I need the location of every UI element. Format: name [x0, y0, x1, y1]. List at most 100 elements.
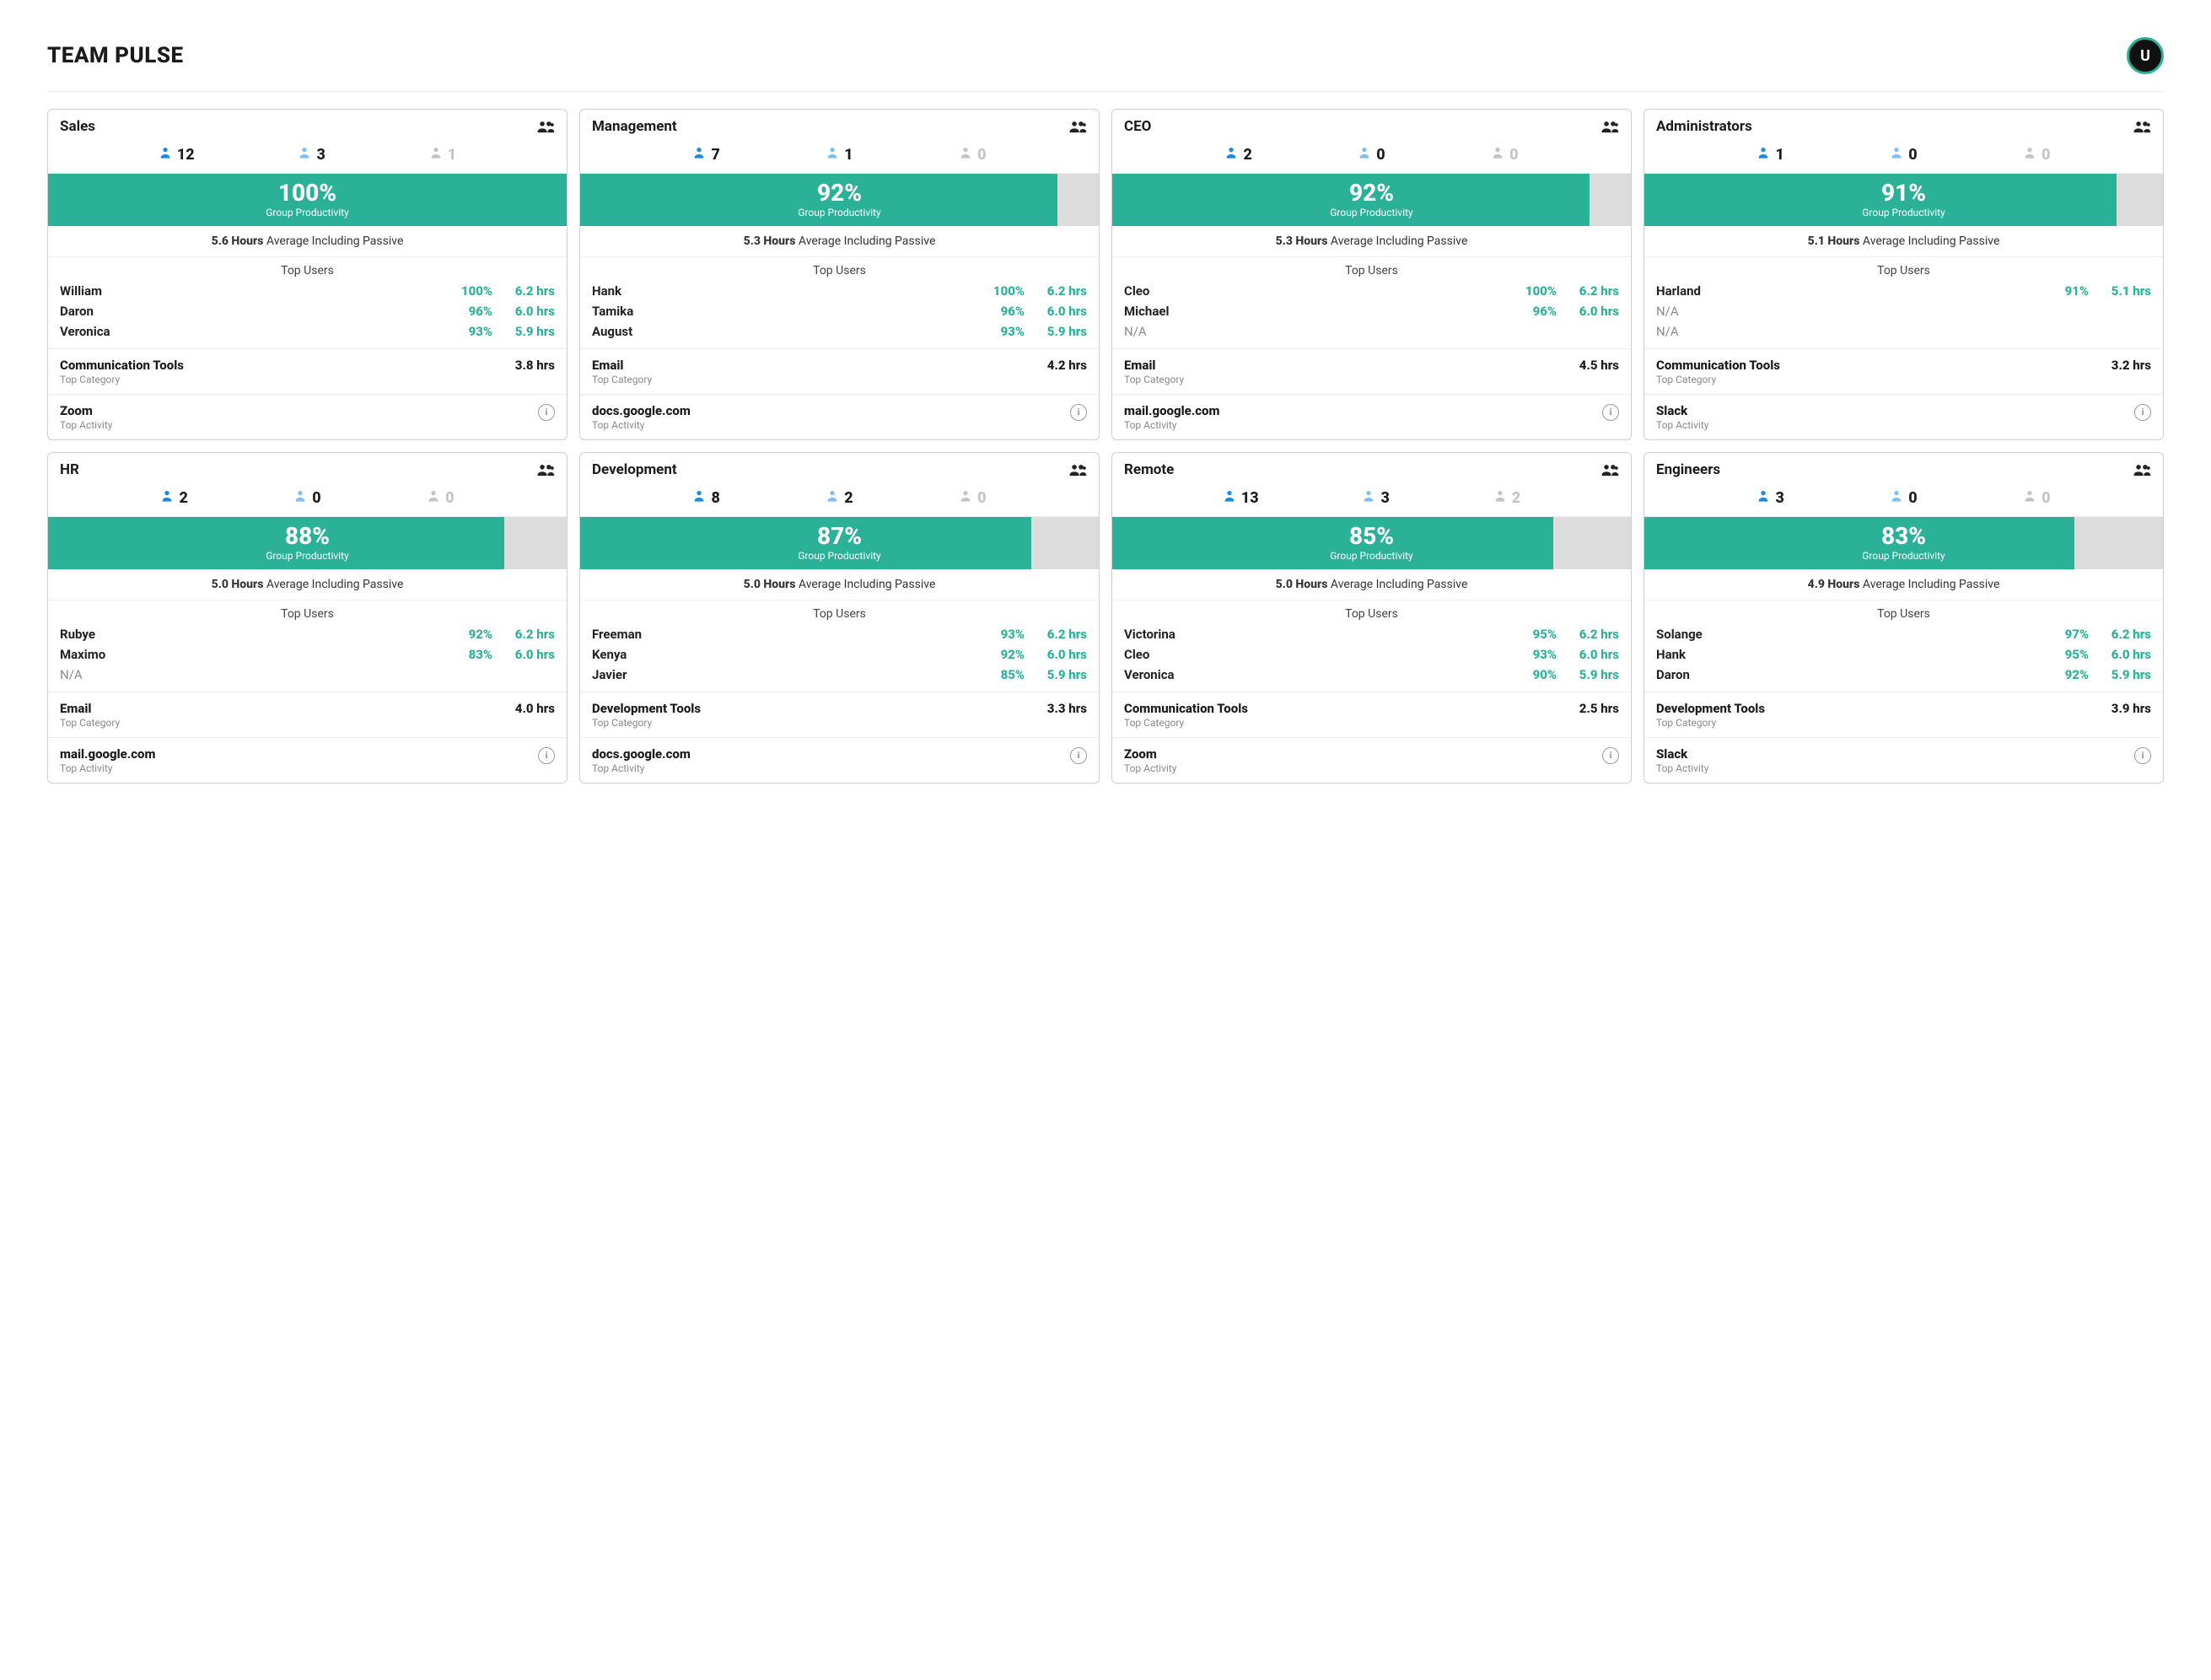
top-activity-label: Top Activity [1124, 419, 1219, 431]
team-name: Development [592, 461, 677, 478]
person-idle-icon [826, 488, 839, 508]
top-users-heading: Top Users [48, 600, 567, 621]
productivity-label: Group Productivity [266, 550, 349, 562]
info-icon[interactable]: i [2134, 747, 2151, 764]
team-card[interactable]: Sales1231100%Group Productivity5.6 Hours… [47, 109, 568, 440]
user-row: Veronica90%5.9 hrs [1124, 665, 1619, 685]
top-category-section: Communication ToolsTop Category3.8 hrs [48, 349, 567, 395]
user-percent: 93% [984, 324, 1025, 339]
user-percent: 93% [452, 324, 492, 339]
user-hours: 6.0 hrs [1033, 647, 1087, 662]
info-icon[interactable]: i [1070, 747, 1087, 764]
team-card[interactable]: HR20088%Group Productivity5.0 Hours Aver… [47, 452, 568, 783]
top-category-section: EmailTop Category4.2 hrs [580, 349, 1099, 395]
person-idle-count: 0 [1890, 145, 1917, 164]
user-percent: 85% [984, 667, 1025, 682]
productivity-percent: 92% [1349, 181, 1394, 205]
person-offline-icon [429, 145, 443, 164]
person-active-icon [692, 488, 706, 508]
info-icon[interactable]: i [538, 404, 555, 421]
person-idle-count: 1 [826, 145, 853, 164]
productivity-label: Group Productivity [266, 207, 349, 218]
group-icon[interactable] [1068, 462, 1087, 477]
count-value: 7 [711, 146, 719, 164]
count-value: 0 [312, 489, 320, 507]
user-counts: 200 [48, 485, 567, 517]
top-activity-name: docs.google.com [592, 403, 691, 418]
info-icon[interactable]: i [538, 747, 555, 764]
team-card[interactable]: Management71092%Group Productivity5.3 Ho… [579, 109, 1100, 440]
user-row: N/A [1656, 321, 2151, 342]
group-icon[interactable] [536, 462, 555, 477]
user-hours: 6.0 hrs [1565, 647, 1619, 662]
top-users-list: Rubye92%6.2 hrsMaximo83%6.0 hrsN/A [48, 621, 567, 692]
team-card[interactable]: Remote133285%Group Productivity5.0 Hours… [1111, 452, 1632, 783]
user-percent: 96% [452, 304, 492, 319]
team-card[interactable]: CEO20092%Group Productivity5.3 Hours Ave… [1111, 109, 1632, 440]
top-users-heading: Top Users [1644, 257, 2163, 277]
top-category-section: EmailTop Category4.5 hrs [1112, 349, 1631, 395]
person-active-count: 7 [692, 145, 719, 164]
user-hours: 5.9 hrs [2097, 667, 2151, 682]
top-activity-label: Top Activity [60, 419, 112, 431]
user-name: Daron [60, 304, 444, 319]
top-category-section: Development ToolsTop Category3.3 hrs [580, 692, 1099, 738]
group-icon[interactable] [1600, 462, 1619, 477]
info-icon[interactable]: i [1070, 404, 1087, 421]
user-percent: 95% [1516, 627, 1557, 642]
user-percent: 100% [1516, 283, 1557, 299]
top-activity-section: SlackTop Activityi [1644, 395, 2163, 439]
user-avatar[interactable]: U [2127, 37, 2164, 74]
top-activity-section: docs.google.comTop Activityi [580, 738, 1099, 783]
group-icon[interactable] [2133, 462, 2151, 477]
user-percent: 96% [984, 304, 1025, 319]
team-card[interactable]: Administrators10091%Group Productivity5.… [1643, 109, 2164, 440]
avg-hours-value: 5.1 Hours [1808, 234, 1860, 248]
user-name: Victorina [1124, 627, 1508, 642]
top-activity-name: Zoom [60, 403, 112, 418]
person-idle-icon [826, 145, 839, 164]
person-idle-icon [1890, 488, 1903, 508]
info-icon[interactable]: i [1602, 404, 1619, 421]
top-category-name: Development Tools [592, 701, 701, 716]
productivity-label: Group Productivity [1330, 550, 1413, 562]
productivity-percent: 83% [1881, 525, 1926, 548]
top-users-heading: Top Users [48, 257, 567, 277]
user-percent: 92% [452, 627, 492, 642]
user-hours: 5.9 hrs [1033, 324, 1087, 339]
user-counts: 1231 [48, 142, 567, 174]
user-percent: 92% [984, 647, 1025, 662]
avg-hours-row: 5.0 Hours Average Including Passive [48, 569, 567, 600]
user-percent: 92% [2048, 667, 2089, 682]
user-row: Tamika96%6.0 hrs [592, 301, 1087, 321]
info-icon[interactable]: i [1602, 747, 1619, 764]
productivity-percent: 85% [1349, 525, 1394, 548]
top-category-name: Communication Tools [60, 358, 184, 373]
user-hours: 5.9 hrs [1565, 667, 1619, 682]
user-row: Javier85%5.9 hrs [592, 665, 1087, 685]
user-percent: 91% [2048, 283, 2089, 299]
top-activity-section: docs.google.comTop Activityi [580, 395, 1099, 439]
person-active-count: 12 [159, 145, 195, 164]
card-header: Development [580, 453, 1099, 485]
avg-hours-value: 5.0 Hours [1276, 578, 1328, 591]
user-percent: 96% [1516, 304, 1557, 319]
info-icon[interactable]: i [2134, 404, 2151, 421]
group-icon[interactable] [536, 119, 555, 134]
group-icon[interactable] [2133, 119, 2151, 134]
person-offline-count: 1 [429, 145, 456, 164]
user-hours: 6.2 hrs [1033, 627, 1087, 642]
group-icon[interactable] [1068, 119, 1087, 134]
team-card[interactable]: Development82087%Group Productivity5.0 H… [579, 452, 1100, 783]
count-value: 0 [445, 489, 454, 507]
person-active-icon [1224, 145, 1238, 164]
team-name: Administrators [1656, 118, 1752, 135]
user-hours: 6.2 hrs [501, 283, 555, 299]
person-offline-icon [1493, 488, 1507, 508]
person-active-count: 13 [1223, 488, 1259, 508]
top-users-list: Solange97%6.2 hrsHank95%6.0 hrsDaron92%5… [1644, 621, 2163, 692]
user-percent: 100% [452, 283, 492, 299]
avg-hours-row: 5.6 Hours Average Including Passive [48, 226, 567, 257]
team-card[interactable]: Engineers30083%Group Productivity4.9 Hou… [1643, 452, 2164, 783]
group-icon[interactable] [1600, 119, 1619, 134]
